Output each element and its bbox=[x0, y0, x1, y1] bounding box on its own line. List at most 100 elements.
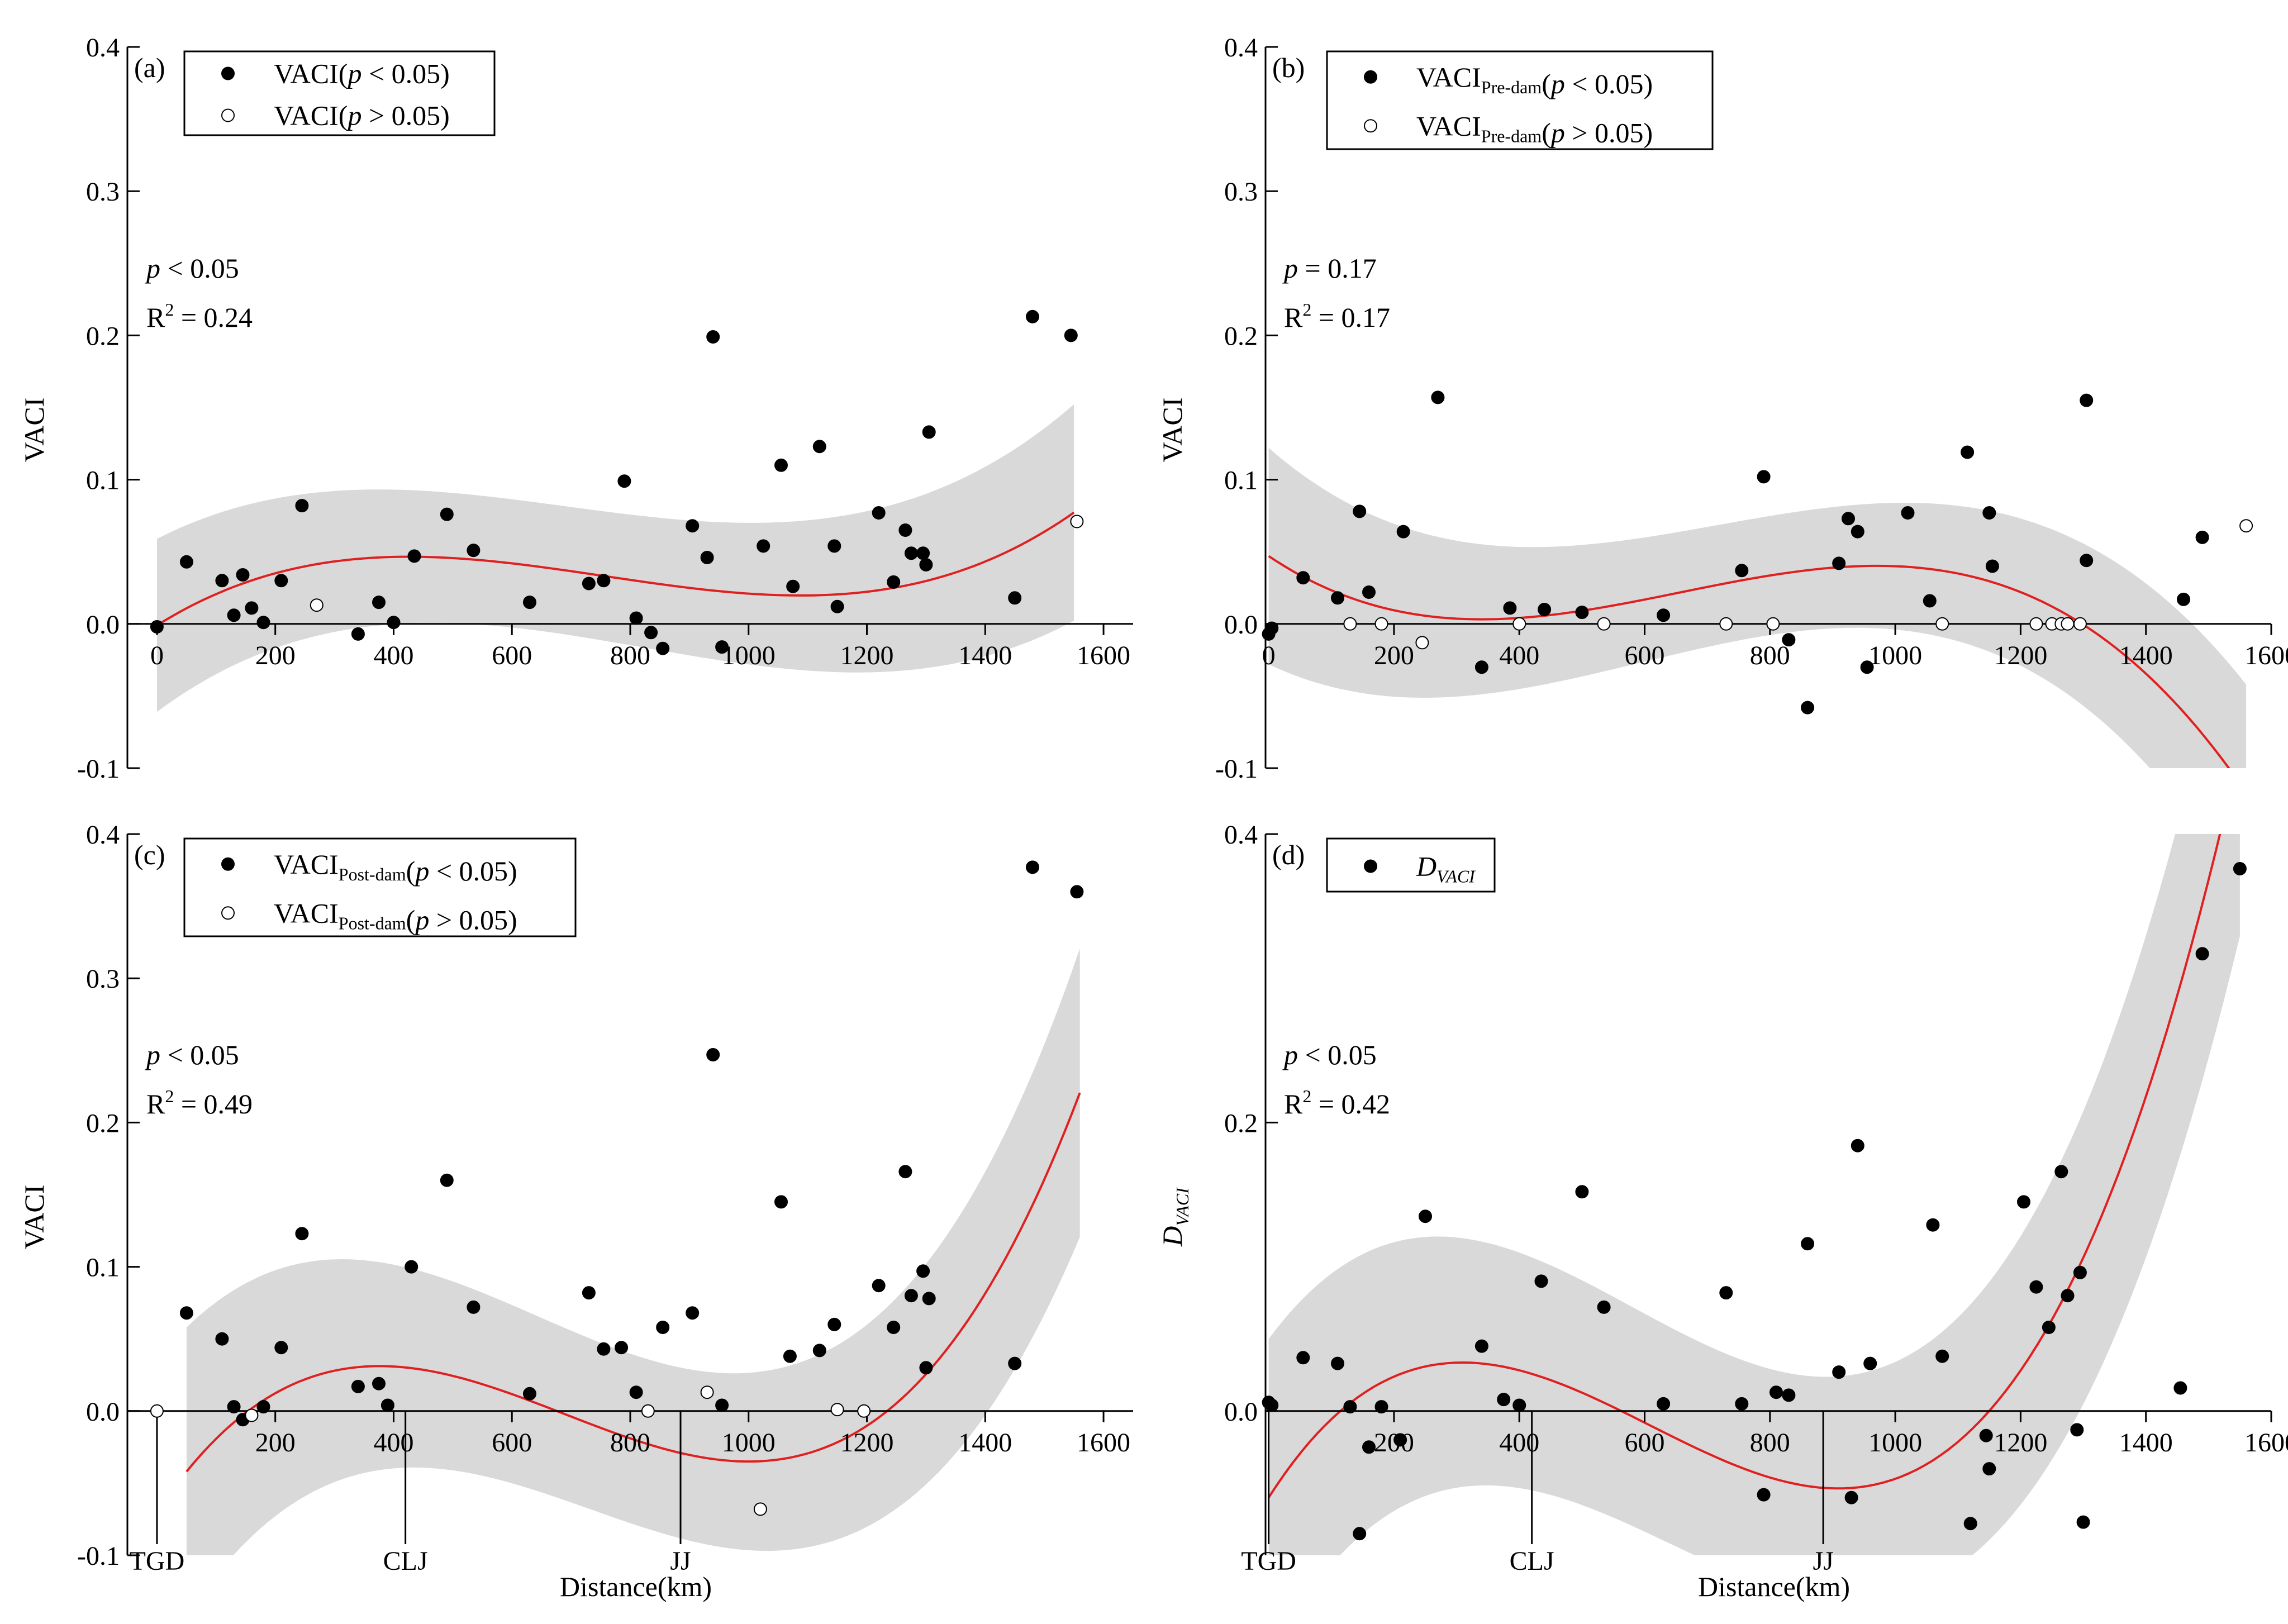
legend-marker bbox=[1364, 859, 1377, 873]
data-point bbox=[372, 596, 386, 609]
series-non-significant bbox=[310, 515, 1084, 612]
data-point bbox=[1757, 1488, 1771, 1502]
data-point bbox=[1503, 601, 1517, 615]
data-point bbox=[812, 1344, 826, 1358]
r2-label: R2 = 0.49 bbox=[146, 1086, 253, 1120]
data-point bbox=[1538, 603, 1552, 616]
fit-curve bbox=[156, 511, 1075, 627]
p-value-label: p < 0.05 bbox=[1282, 1039, 1377, 1070]
r2-label: R2 = 0.42 bbox=[1284, 1086, 1390, 1120]
data-point bbox=[1353, 504, 1367, 518]
data-point bbox=[256, 1400, 270, 1414]
y-tick-label: 0.2 bbox=[1224, 1108, 1258, 1138]
data-point bbox=[2029, 1280, 2043, 1294]
y-tick-label: 0.2 bbox=[1224, 321, 1258, 351]
x-tick-label: 600 bbox=[1625, 1428, 1665, 1458]
data-point bbox=[715, 1398, 729, 1412]
dam-marker-label: CLJ bbox=[383, 1546, 428, 1576]
data-point bbox=[1070, 515, 1084, 528]
data-point bbox=[1597, 617, 1611, 631]
y-tick-label: 0.3 bbox=[1224, 177, 1258, 207]
data-point bbox=[236, 568, 250, 582]
x-tick-label: 1600 bbox=[1077, 641, 1130, 670]
panel-c: -0.1 0.0 0.1 0.2 0.3 0.4 200 400 600 800 1000 1200 1… bbox=[18, 820, 1133, 1602]
data-point bbox=[774, 1195, 788, 1209]
x-tick-label: 800 bbox=[1750, 641, 1790, 670]
data-point bbox=[1985, 559, 1999, 573]
data-point bbox=[1575, 606, 1589, 620]
series-significant bbox=[1262, 390, 2209, 715]
data-point bbox=[700, 551, 714, 564]
x-tick-label: 1400 bbox=[2119, 1428, 2173, 1458]
data-point bbox=[774, 458, 788, 472]
data-point bbox=[898, 523, 912, 537]
x-tick-label: 1200 bbox=[1994, 1428, 2047, 1458]
p-value-label: p < 0.05 bbox=[145, 253, 239, 284]
y-axis-label: VACI bbox=[18, 398, 50, 463]
data-point bbox=[1396, 525, 1410, 539]
x-tick-label: 800 bbox=[1750, 1428, 1790, 1458]
data-point bbox=[1026, 860, 1039, 874]
data-point bbox=[1851, 1139, 1864, 1152]
data-point bbox=[656, 641, 670, 655]
x-tick-label: 600 bbox=[492, 1428, 532, 1458]
data-point bbox=[916, 546, 930, 560]
data-point bbox=[310, 598, 324, 612]
data-point bbox=[1419, 1209, 1432, 1223]
data-point bbox=[1923, 594, 1937, 608]
x-tick-label: 1000 bbox=[1868, 641, 1922, 670]
dam-marker-label: JJ bbox=[1813, 1546, 1833, 1576]
data-point bbox=[1766, 617, 1780, 631]
data-point bbox=[2061, 617, 2075, 631]
data-point bbox=[904, 546, 918, 560]
y-tick-label: 0.4 bbox=[86, 33, 120, 63]
data-point bbox=[629, 1385, 643, 1399]
panel-b: -0.1 0.0 0.1 0.2 0.3 0.4 0 200 400 600 800 1000 1200… bbox=[1157, 33, 2288, 784]
data-point bbox=[1575, 1185, 1589, 1199]
data-point bbox=[2073, 617, 2087, 631]
y-tick-label: 0.1 bbox=[1224, 466, 1258, 496]
data-point bbox=[1844, 1490, 1858, 1504]
data-point bbox=[582, 1286, 596, 1300]
legend-box bbox=[183, 50, 496, 136]
data-point bbox=[1982, 506, 1996, 520]
data-point bbox=[916, 1264, 930, 1278]
data-point bbox=[1534, 1274, 1548, 1288]
x-tick-label: 0 bbox=[150, 641, 164, 670]
y-tick-label: 0.1 bbox=[86, 1253, 120, 1283]
x-tick-label: 400 bbox=[373, 641, 413, 670]
data-point bbox=[1374, 1400, 1388, 1414]
y-tick-label: 0.0 bbox=[86, 1397, 120, 1427]
x-tick-label: 1400 bbox=[958, 1428, 1012, 1458]
r2-label: R2 = 0.17 bbox=[1284, 299, 1390, 333]
data-point bbox=[1362, 585, 1376, 599]
data-point bbox=[597, 1342, 611, 1356]
data-point bbox=[1735, 564, 1749, 578]
data-point bbox=[830, 599, 844, 613]
data-point bbox=[1512, 1398, 1526, 1412]
y-tick-label: -0.1 bbox=[77, 1541, 120, 1571]
x-tick-label: 200 bbox=[1374, 1428, 1414, 1458]
y-tick-label: 0.4 bbox=[86, 820, 120, 850]
dam-marker-label: TGD bbox=[130, 1546, 185, 1576]
data-point bbox=[467, 544, 481, 558]
legend-entry: VACIPre-dam(p < 0.05) bbox=[1416, 61, 1653, 99]
data-point bbox=[2177, 592, 2190, 606]
data-point bbox=[245, 1408, 259, 1422]
data-point bbox=[1926, 1218, 1940, 1232]
x-tick-label: 1600 bbox=[1077, 1428, 1130, 1458]
data-point bbox=[2042, 1321, 2056, 1334]
data-point bbox=[753, 1502, 767, 1516]
data-point bbox=[1719, 617, 1733, 631]
x-tick-label: 0 bbox=[1262, 641, 1276, 670]
data-point bbox=[1801, 701, 1815, 715]
x-tick-label: 1400 bbox=[958, 641, 1012, 670]
legend-marker bbox=[221, 66, 235, 80]
legend: DVACI bbox=[1326, 837, 1496, 893]
data-point bbox=[783, 1349, 797, 1363]
data-point bbox=[2017, 1195, 2030, 1209]
data-point bbox=[2195, 947, 2209, 961]
dam-marker-label: CLJ bbox=[1510, 1546, 1554, 1576]
data-point bbox=[150, 1404, 164, 1418]
